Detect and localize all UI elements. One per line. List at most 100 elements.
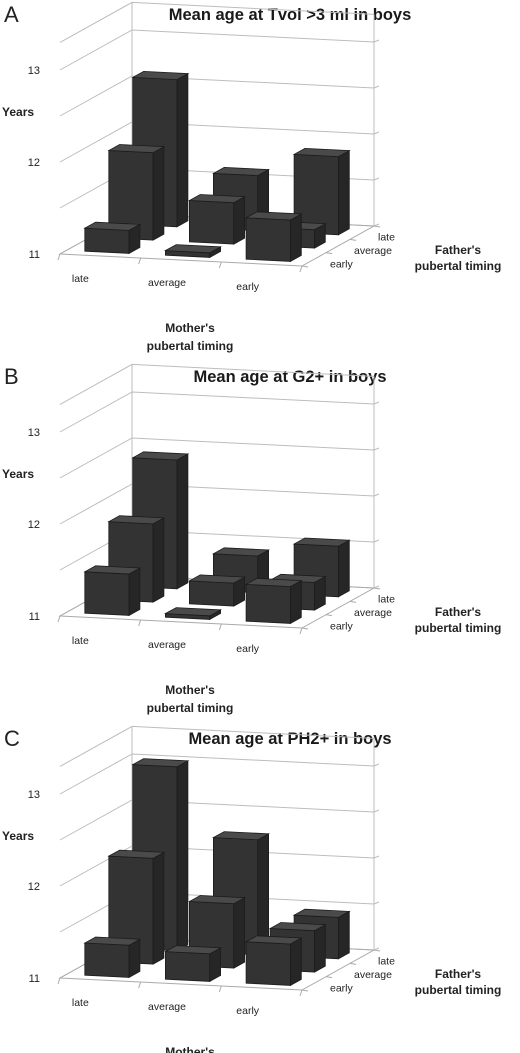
- bar-top-face: [131, 70, 190, 81]
- z-axis-title: Father's: [435, 967, 482, 981]
- bar-front-face: [188, 580, 235, 607]
- gridline: [59, 437, 375, 479]
- chart-title: Mean age at PH2+ in boys: [188, 730, 391, 748]
- bar-side-face: [233, 897, 246, 969]
- gridline: [59, 29, 375, 71]
- bar-top-face: [107, 849, 166, 859]
- bar: [83, 936, 142, 979]
- bar-front-face: [245, 583, 291, 624]
- tick-mark: [218, 985, 222, 993]
- bar-top-face: [187, 574, 247, 584]
- tick-mark: [349, 238, 357, 241]
- bar-side-face: [128, 567, 141, 617]
- panel-letter: B: [4, 364, 19, 389]
- tick-mark: [373, 39, 380, 43]
- bar-top-face: [107, 144, 166, 154]
- tick-mark: [373, 177, 380, 181]
- tick-mark: [325, 614, 333, 617]
- tick-mark: [373, 225, 381, 228]
- y-axis-label: Years: [2, 105, 34, 119]
- bar: [244, 211, 303, 263]
- bar-side-face: [152, 517, 165, 603]
- tick-mark: [218, 261, 222, 269]
- bar-side-face: [338, 910, 350, 960]
- tick-mark: [301, 265, 309, 268]
- y-tick-label: 13: [28, 65, 40, 77]
- bar-top-face: [244, 935, 303, 945]
- bar-side-face: [314, 924, 326, 973]
- bar-top-face: [244, 211, 303, 221]
- tick-mark: [325, 976, 333, 979]
- tick-mark: [138, 619, 142, 627]
- depth-category-label: average: [354, 607, 392, 619]
- bar-top-face: [163, 945, 223, 955]
- y-axis-label: Years: [2, 467, 34, 481]
- bar-front-face: [84, 227, 130, 254]
- tick-mark: [373, 539, 380, 543]
- tick-mark: [57, 977, 61, 985]
- tick-mark: [373, 131, 380, 135]
- depth-category-label: late: [378, 956, 395, 968]
- tick-mark: [373, 85, 380, 89]
- y-tick-label: 13: [28, 789, 40, 801]
- tick-mark: [373, 855, 380, 859]
- gridline: [59, 75, 375, 117]
- y-axis-label: Years: [2, 829, 34, 843]
- bar-front-face: [84, 942, 130, 978]
- bar-top-face: [211, 166, 271, 177]
- tick-mark: [218, 623, 222, 631]
- bar-front-face: [188, 200, 235, 245]
- bar-side-face: [233, 196, 246, 245]
- z-axis-title: pubertal timing: [415, 983, 502, 997]
- bar: [163, 945, 223, 983]
- bar-top-face: [131, 758, 190, 768]
- bar-top-face: [292, 908, 351, 918]
- bar-front-face: [245, 217, 291, 262]
- tick-mark: [373, 809, 380, 813]
- tick-mark: [373, 949, 381, 952]
- bar: [292, 147, 351, 236]
- x-axis-title: Mother's: [165, 683, 215, 697]
- x-category-label: early: [236, 1005, 260, 1017]
- bar-top-face: [187, 895, 247, 905]
- bar: [187, 574, 247, 607]
- gridline: [59, 753, 375, 795]
- x-category-label: late: [72, 273, 89, 285]
- tick-mark: [301, 627, 309, 630]
- gridline: [59, 799, 375, 841]
- bar-side-face: [290, 213, 302, 263]
- z-axis-title: pubertal timing: [415, 259, 502, 273]
- tick-mark: [373, 901, 380, 905]
- bar-top-face: [163, 244, 223, 254]
- x-axis-title: Mother's: [165, 1045, 215, 1053]
- z-axis-title: Father's: [435, 605, 482, 619]
- chart-panel-c: C Mean age at PH2+ in boys 11 12 13 Years late…: [2, 725, 502, 1053]
- tick-mark: [299, 265, 303, 273]
- tick-mark: [373, 587, 381, 590]
- tick-mark: [373, 401, 380, 405]
- bar-top-face: [107, 515, 166, 525]
- bar-side-face: [338, 539, 350, 598]
- bar-front-face: [164, 951, 211, 982]
- y-tick-label: 13: [28, 427, 40, 439]
- depth-category-label: early: [330, 982, 354, 994]
- y-tick-label: 11: [29, 249, 40, 261]
- z-axis-title: pubertal timing: [415, 621, 502, 635]
- gridline: [59, 391, 375, 433]
- z-axis-title: Father's: [435, 243, 482, 257]
- bar-side-face: [176, 760, 189, 952]
- bar-top-face: [211, 831, 271, 841]
- y-tick-label: 11: [29, 611, 40, 623]
- tick-mark: [373, 763, 380, 767]
- bar: [187, 194, 247, 245]
- x-category-label: average: [148, 639, 186, 651]
- x-category-label: early: [236, 643, 260, 655]
- bar-top-face: [131, 451, 190, 461]
- tick-mark: [349, 600, 357, 603]
- bar-side-face: [290, 937, 302, 987]
- bar-top-face: [187, 194, 247, 204]
- x-category-label: late: [72, 997, 89, 1009]
- tick-mark: [373, 493, 380, 497]
